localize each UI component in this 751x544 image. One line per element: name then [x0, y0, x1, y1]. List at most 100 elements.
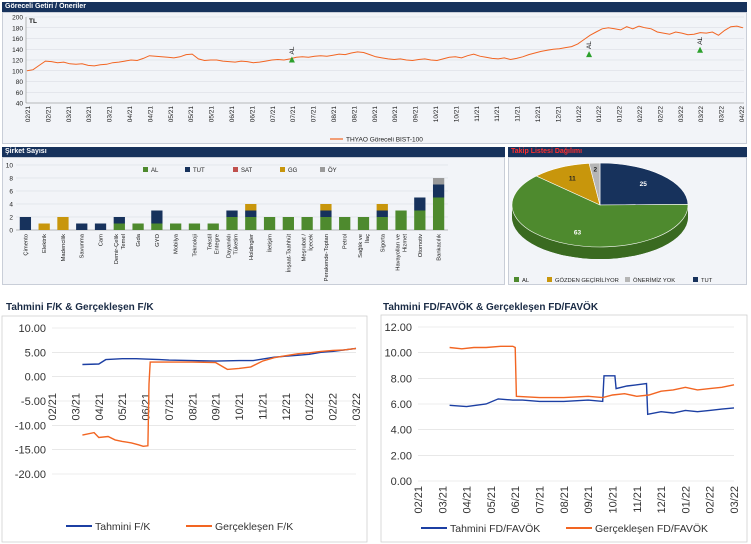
legend-label: GG — [288, 168, 298, 174]
x-tick-label: 07/21 — [164, 393, 176, 421]
y-tick-label: 0.00 — [391, 476, 412, 488]
legend-label: TUT — [701, 278, 713, 284]
legend-label: AL — [151, 168, 159, 174]
y-tick-label: 120 — [12, 58, 23, 65]
legend-swatch — [280, 167, 285, 172]
bar-al — [395, 210, 407, 230]
legend-label: Gerçekleşen FD/FAVÖK — [595, 523, 708, 535]
x-tick-label: 03/21 — [86, 106, 93, 123]
bar-gg — [376, 204, 388, 211]
legend-swatch — [693, 277, 698, 282]
y-tick-label: 2 — [9, 215, 13, 222]
x-tick-label: 05/21 — [209, 106, 216, 123]
category-label: Meşrubat / — [302, 234, 308, 262]
x-tick-label: 01/22 — [304, 393, 316, 421]
y-tick-label: 6 — [9, 189, 13, 196]
legend-label: THYAO Göreceli BIST-100 — [346, 137, 423, 144]
bar-gg — [38, 223, 50, 230]
bar-al — [282, 217, 294, 230]
chart-frame — [1, 315, 368, 543]
legend-label: Gerçekleşen F/K — [215, 521, 293, 533]
x-tick-label: 08/21 — [559, 486, 571, 514]
bar-gg — [57, 217, 69, 230]
pie-data-label: 25 — [640, 181, 648, 188]
y-tick-label: -5.00 — [21, 396, 46, 408]
y-tick-label: 2.00 — [391, 450, 412, 462]
x-tick-label: 12/21 — [281, 393, 293, 421]
bar-tut — [19, 217, 32, 230]
x-tick-label: 03/22 — [729, 486, 741, 514]
x-tick-label: 02/21 — [47, 393, 59, 421]
x-tick-label: 02/21 — [413, 486, 425, 514]
category-label: Bankacılık — [437, 234, 443, 261]
x-tick-label: 05/21 — [486, 486, 498, 514]
bar-tut — [414, 197, 426, 211]
bar-tut — [94, 223, 107, 230]
x-tick-label: 10/21 — [433, 106, 440, 123]
al-marker — [697, 46, 704, 53]
category-label: Tüketim — [234, 234, 240, 255]
legend-label: TUT — [193, 168, 205, 174]
x-tick-label: 08/21 — [351, 106, 358, 123]
x-tick-label: 06/21 — [229, 106, 236, 123]
legend-label: ÖNERİMİZ YOK — [633, 277, 675, 284]
bar-tut — [376, 210, 388, 217]
y-tick-label: 200 — [12, 15, 23, 22]
x-tick-label: 03/22 — [719, 106, 726, 123]
x-tick-label: 11/21 — [632, 486, 644, 513]
bar-al — [301, 217, 313, 230]
x-tick-label: 03/21 — [107, 106, 114, 123]
x-tick-label: 02/22 — [637, 106, 644, 123]
series-line-thyao — [26, 25, 744, 72]
bar-tut — [245, 210, 257, 217]
y-tick-label: 10.00 — [384, 348, 412, 360]
x-tick-label: 11/21 — [515, 106, 522, 122]
category-label: İçecek — [308, 234, 315, 251]
bar-al — [226, 217, 238, 230]
al-annotation: AL — [697, 36, 704, 44]
al-marker — [586, 51, 593, 58]
y-tick-label: 6.00 — [391, 399, 412, 411]
y-tick-label: 12.00 — [384, 322, 412, 334]
x-tick-label: 04/21 — [462, 486, 474, 514]
x-tick-label: 01/22 — [576, 106, 583, 123]
x-tick-label: 07/21 — [311, 106, 318, 123]
pie-data-label: 2 — [594, 166, 598, 173]
y-tick-label: 140 — [12, 47, 23, 54]
legend-label: GÖZDEN GEÇİRİLİYOR — [555, 277, 619, 284]
y-tick-label: 100 — [12, 68, 23, 75]
series-line-1 — [449, 345, 735, 399]
y-tick-label: 80 — [16, 79, 24, 86]
category-label: GYO — [155, 234, 161, 247]
category-label: Hizmet — [403, 234, 409, 252]
al-marker — [288, 56, 295, 63]
bar-al — [188, 223, 201, 230]
x-tick-label: 02/21 — [45, 106, 52, 123]
legend-swatch — [143, 167, 148, 172]
bar-al — [320, 217, 332, 230]
pie-slice-tut — [599, 162, 689, 206]
legend-swatch — [233, 167, 238, 172]
bar-al — [113, 223, 125, 230]
series-line-0 — [449, 375, 735, 416]
bar-al — [357, 217, 370, 230]
x-tick-label: 05/21 — [168, 106, 175, 123]
x-tick-label: 05/21 — [117, 393, 129, 421]
x-tick-label: 07/21 — [290, 106, 297, 123]
y-tick-label: 10.00 — [18, 323, 46, 335]
legend-swatch — [185, 167, 190, 172]
x-tick-label: 01/22 — [680, 486, 692, 514]
category-label: Temel — [121, 234, 127, 249]
x-tick-label: 09/21 — [583, 486, 595, 514]
x-tick-label: 04/21 — [147, 106, 154, 123]
category-label: Sigorta — [380, 233, 386, 252]
category-label: Dayanıklı — [227, 234, 233, 259]
x-tick-label: 02/22 — [657, 106, 664, 123]
legend-label: SAT — [241, 168, 253, 174]
y-tick-label: -20.00 — [15, 469, 46, 481]
x-tick-label: 04/22 — [739, 106, 746, 123]
bar-al — [151, 223, 163, 230]
category-label: Holdingler — [249, 234, 255, 260]
bar-al — [339, 217, 351, 230]
y-tick-label: 8.00 — [391, 373, 412, 385]
